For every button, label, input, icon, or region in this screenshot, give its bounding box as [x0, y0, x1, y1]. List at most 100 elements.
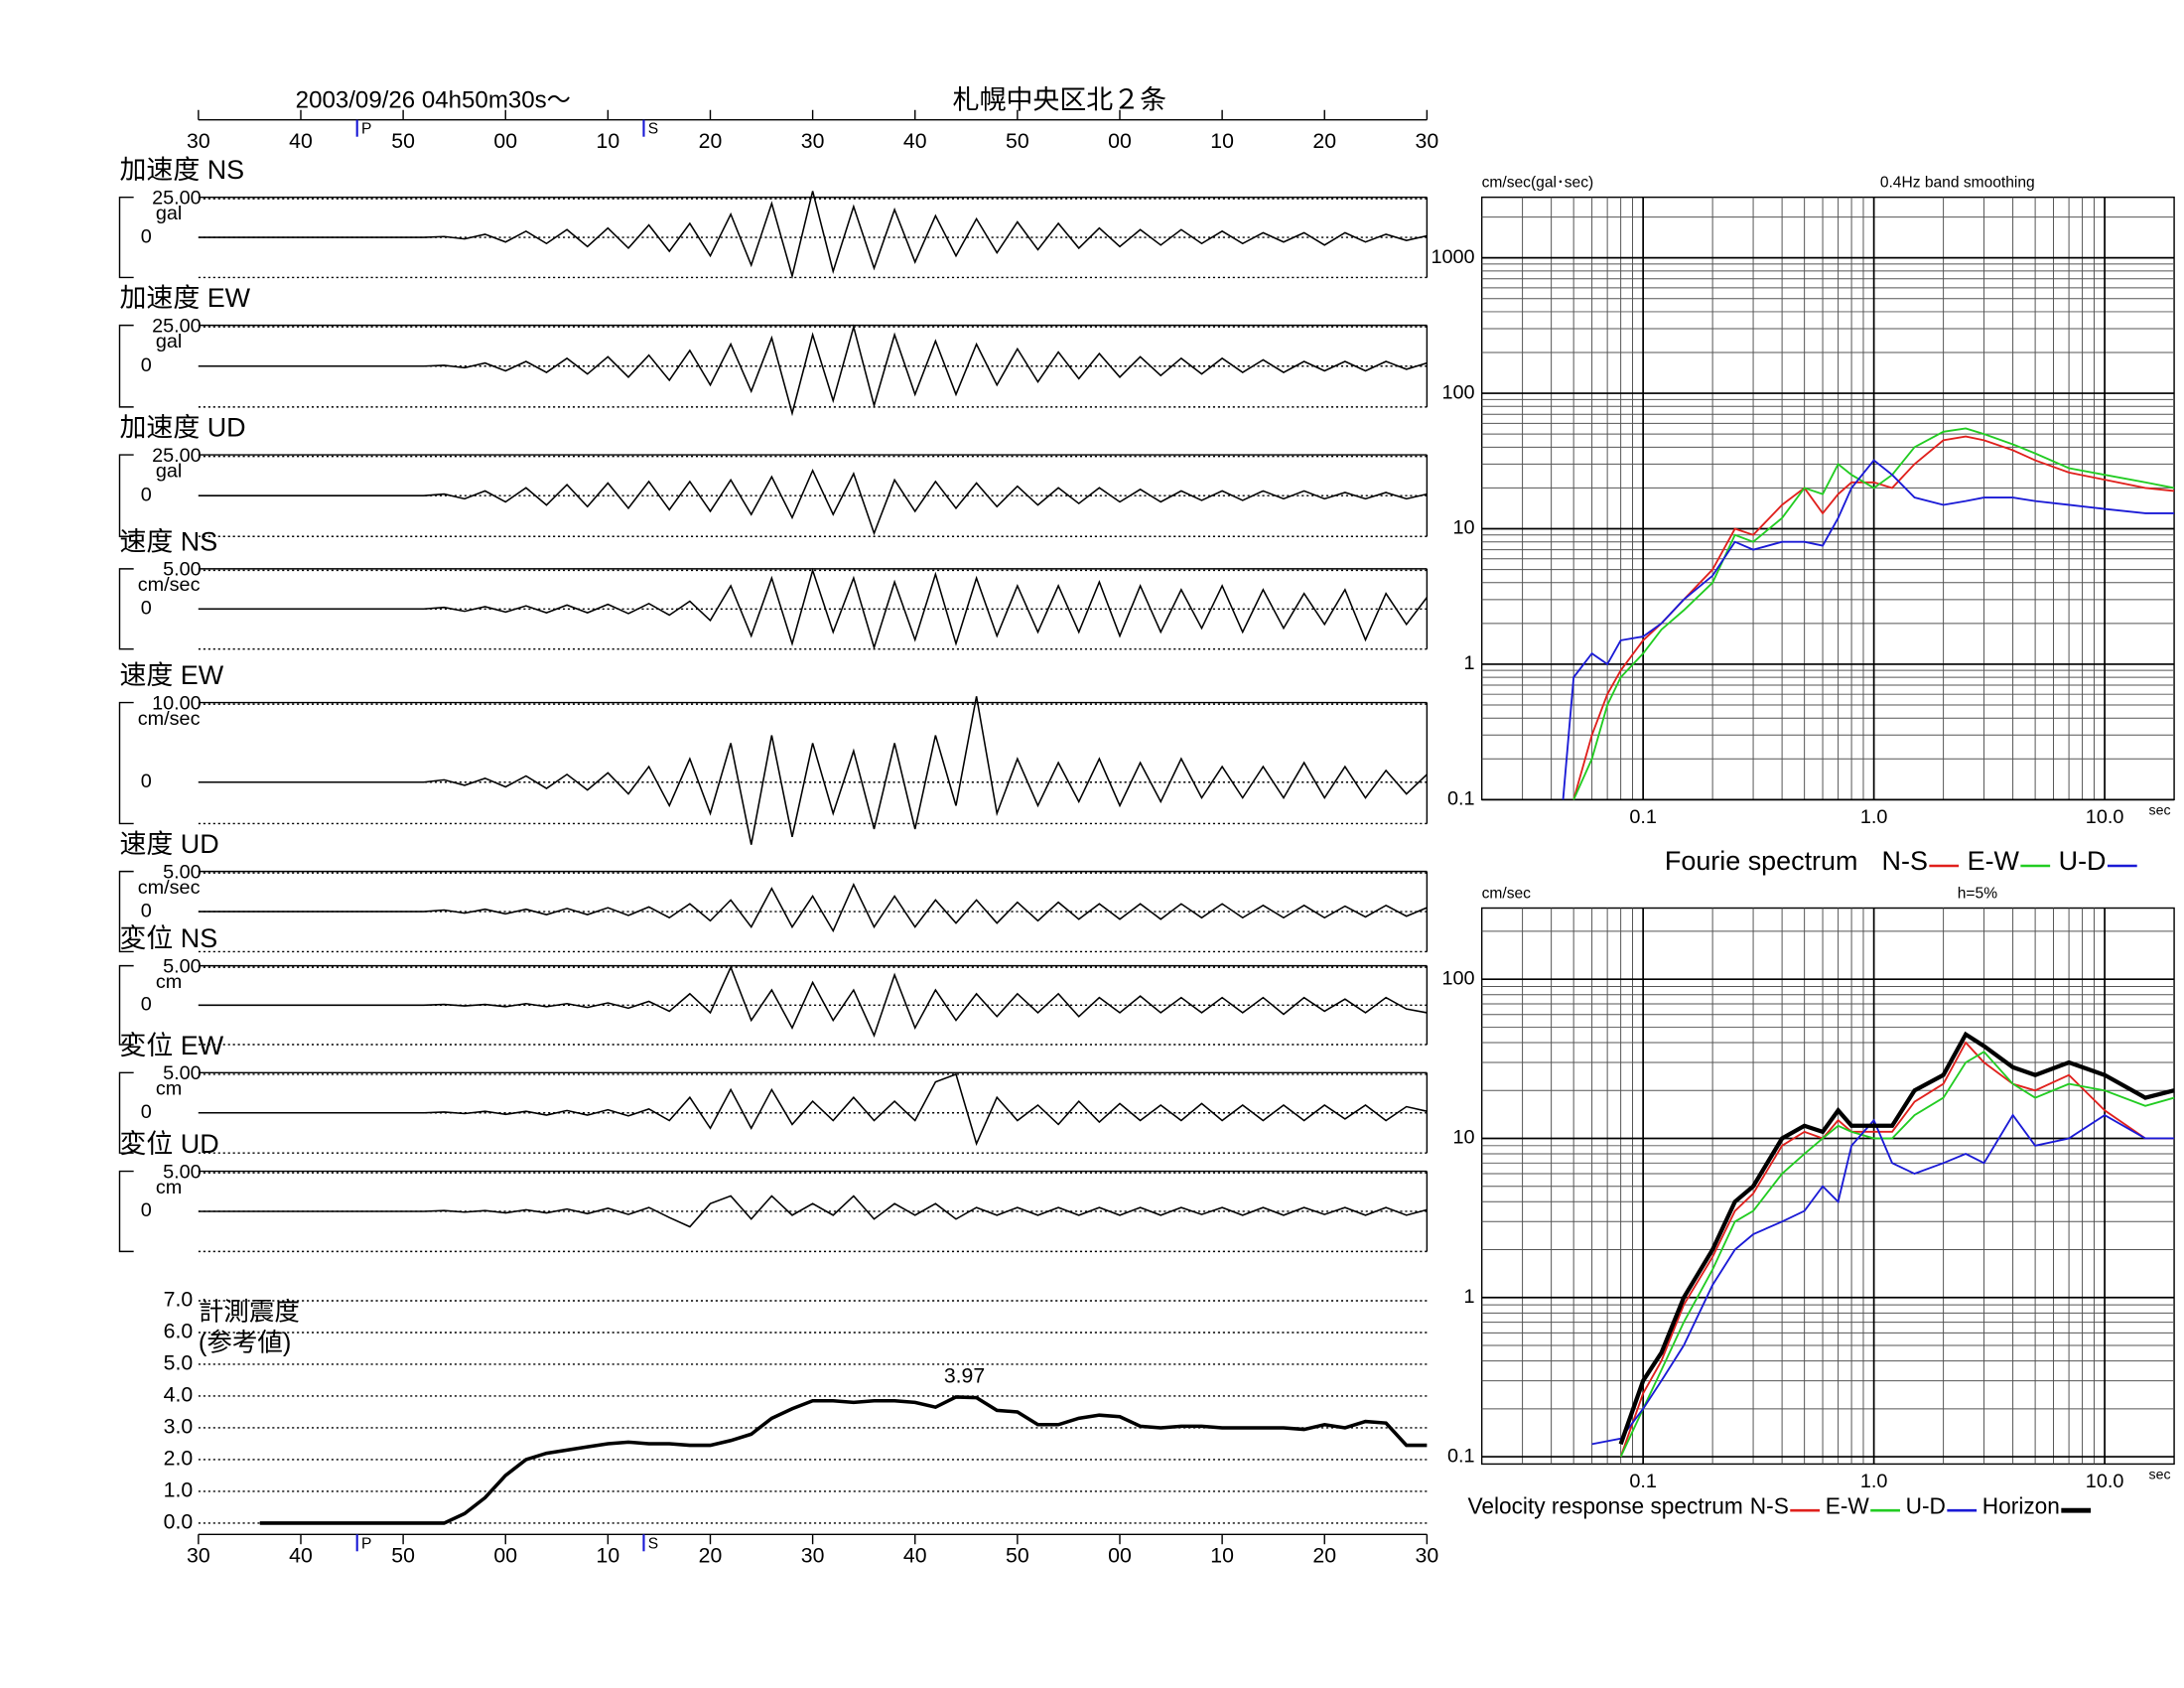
record-date: 2003/09/26 04h50m30s〜	[296, 87, 571, 114]
y-tick-label: 100	[1441, 381, 1474, 403]
legend-label: E-W	[1826, 1492, 1870, 1518]
unit-label: cm/sec	[138, 574, 201, 596]
y-tick-label: 0	[141, 994, 152, 1016]
x-tick-label: 1.0	[1860, 806, 1888, 828]
legend-label: U-D	[1906, 1492, 1946, 1518]
time-tick-label: 40	[903, 1544, 927, 1568]
peak-label: 3.97	[944, 1364, 985, 1388]
y-tick-label: 25.00	[152, 315, 202, 337]
y-tick-label: 5.00	[163, 955, 202, 977]
panel-label: 加速度 NS	[119, 155, 244, 185]
y-tick-label: 2.0	[164, 1447, 194, 1471]
station-name: 札幌中央区北２条	[953, 84, 1166, 114]
intensity-label: (参考値)	[199, 1330, 291, 1357]
panel-label: 速度 EW	[119, 660, 223, 690]
x-axis-label: sec	[2149, 802, 2171, 818]
spectrum-line	[1591, 1113, 2175, 1446]
y-tick-label: 3.0	[164, 1415, 194, 1439]
y-tick-label: 6.0	[164, 1320, 194, 1343]
y-tick-label: 100	[1441, 967, 1474, 989]
x-tick-label: 10.0	[2086, 806, 2124, 828]
time-tick-label: 10	[597, 1544, 620, 1568]
unit-label: cm/sec	[138, 708, 201, 730]
y-tick-label: 1	[1464, 652, 1475, 674]
panel-label: 加速度 EW	[119, 283, 250, 313]
time-tick-label: 00	[493, 129, 517, 153]
time-tick-label: 40	[289, 129, 313, 153]
time-tick-label: 00	[1108, 1544, 1132, 1568]
y-tick-label: 0	[141, 598, 152, 620]
panel-label: 速度 NS	[119, 526, 217, 556]
panel-label: 速度 UD	[119, 829, 218, 859]
time-tick-label: 50	[391, 129, 415, 153]
phase-label: P	[361, 121, 371, 138]
waveform	[198, 567, 1428, 650]
time-tick-label: 50	[1006, 1544, 1029, 1568]
time-tick-label: 20	[699, 1544, 723, 1568]
time-tick-label: 10	[1210, 1544, 1234, 1568]
waveform	[198, 882, 1428, 933]
unit-label: cm/sec	[138, 877, 201, 899]
y-tick-label: 0	[141, 1199, 152, 1221]
y-tick-label: 5.0	[164, 1351, 194, 1375]
time-tick-label: 20	[1312, 1544, 1336, 1568]
waveform	[198, 468, 1428, 536]
waveform	[198, 696, 1428, 845]
time-tick-label: 30	[187, 129, 210, 153]
time-tick-label: 50	[1006, 129, 1029, 153]
time-tick-label: 30	[187, 1544, 210, 1568]
y-tick-label: 0.1	[1447, 788, 1475, 810]
time-tick-label: 30	[1416, 129, 1439, 153]
time-tick-label: 00	[1108, 129, 1132, 153]
panel-label: 加速度 UD	[119, 413, 245, 443]
phase-label: S	[648, 1535, 658, 1552]
y-tick-label: 5.00	[163, 559, 202, 581]
y-tick-label: 1.0	[164, 1478, 194, 1502]
phase-label: P	[361, 1535, 371, 1552]
unit-label: cm	[156, 971, 182, 993]
panel-frame	[118, 701, 1429, 825]
legend-title: Fourie spectrum	[1665, 846, 1858, 876]
y-tick-label: 4.0	[164, 1383, 194, 1407]
time-tick-label: 10	[1210, 129, 1234, 153]
unit-label: gal	[156, 331, 182, 352]
note: h=5%	[1958, 885, 1997, 902]
time-tick-label: 00	[493, 1544, 517, 1568]
intensity-line	[259, 1395, 1428, 1525]
unit-label: gal	[156, 460, 182, 482]
unit-label: cm	[156, 1177, 182, 1198]
y-tick-label: 10.00	[152, 692, 202, 714]
y-tick-label: 25.00	[152, 187, 202, 209]
legend-label: Horizon	[1982, 1492, 2060, 1518]
y-tick-label: 5.00	[163, 1161, 202, 1183]
x-tick-label: 0.1	[1629, 806, 1657, 828]
x-tick-label: 1.0	[1860, 1471, 1888, 1492]
time-tick-label: 30	[801, 1544, 825, 1568]
waveform	[198, 965, 1428, 1038]
spectrum-line	[1572, 427, 2175, 800]
unit-label: cm	[156, 1078, 182, 1100]
legend-label: E-W	[1968, 846, 2020, 876]
y-tick-label: 1	[1464, 1286, 1475, 1308]
time-tick-label: 20	[1312, 129, 1336, 153]
spectrum-line	[1618, 1031, 2175, 1446]
time-tick-label: 40	[903, 129, 927, 153]
note: 0.4Hz band smoothing	[1880, 175, 2035, 192]
legend-label: N-S	[1750, 1492, 1789, 1518]
y-tick-label: 0	[141, 1101, 152, 1123]
y-tick-label: 1000	[1431, 246, 1474, 268]
y-tick-label: 0.0	[164, 1510, 194, 1534]
y-tick-label: 0	[141, 225, 152, 247]
time-tick-label: 20	[699, 129, 723, 153]
legend-label: N-S	[1882, 846, 1928, 876]
y-tick-label: 0	[141, 354, 152, 376]
y-tick-label: 25.00	[152, 445, 202, 467]
legend-label: U-D	[2059, 846, 2107, 876]
y-tick-label: 0.1	[1447, 1445, 1475, 1467]
time-tick-label: 30	[801, 129, 825, 153]
waveform	[198, 191, 1428, 279]
time-tick-label: 40	[289, 1544, 313, 1568]
intensity-label: 計測震度	[199, 1298, 300, 1326]
time-tick-label: 10	[597, 129, 620, 153]
x-tick-label: 0.1	[1629, 1471, 1657, 1492]
